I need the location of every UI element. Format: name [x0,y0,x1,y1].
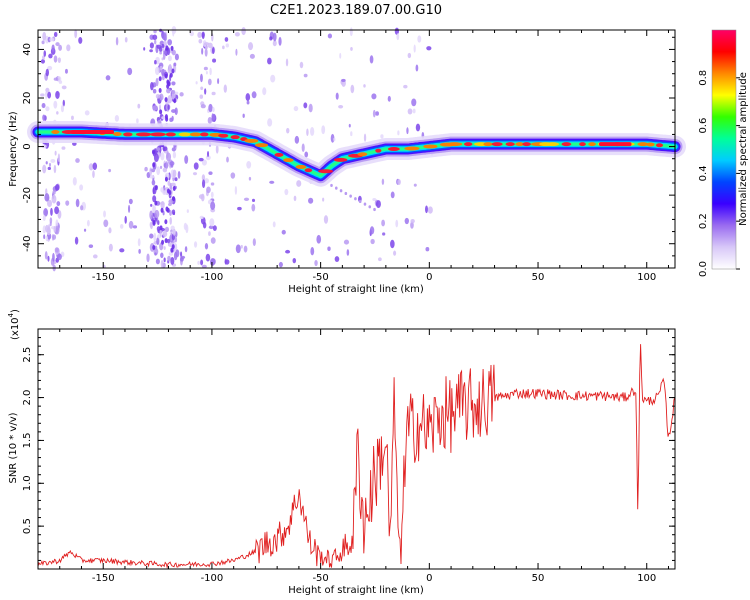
colorbar: 0.0 0.2 0.4 0.6 0.8 Normalized spectral ampl… [698,29,749,277]
snr-y-tick-label: 2.0 [22,390,33,406]
colorbar-label: Normalized spectral amplitude [738,72,749,226]
colorbar-tick-label: 0.6 [698,118,709,134]
figure-title: C2E1.2023.189.07.00.G10 [270,3,442,18]
svg-text:(x104): (x104) [7,309,21,340]
colorbar-tick-label: 0.2 [698,213,709,229]
snr-multiplier-exp: 4 [7,312,15,317]
snr-x-tick-label: -150 [92,573,115,584]
snr-x-tick-label: 0 [426,573,432,584]
snr-x-axis-label: Height of straight line (km) [288,585,424,596]
colorbar-tick-label: 0.4 [698,165,709,181]
snr-y-axis-label: SNR (10 * v/v) [8,412,19,483]
spectrogram-y-axis-label: Frequency (Hz) [8,111,19,187]
colorbar-ticks: 0.0 0.2 0.4 0.6 0.8 [698,29,740,277]
spectrogram-x-axis-label: Height of straight line (km) [288,284,424,295]
colorbar-tick-label: 0.8 [698,70,709,86]
colorbar-gradient [712,30,736,269]
snr-x-tick-label: 50 [532,573,545,584]
snr-x-tick-label: 100 [637,573,656,584]
snr-y-tick-label: 2.5 [22,347,33,363]
spectrogram-y-tick-label: 20 [22,92,33,105]
spectrogram-y-tick-label: 0 [22,143,33,149]
spectrogram-x-tick-label: 50 [532,272,545,283]
spectrogram-frame [37,29,676,269]
spectrogram-axes: -150 -100 -50 0 50 100 -40 -20 0 20 40 [22,30,675,283]
snr-multiplier: (x104) [7,309,21,340]
snr-y-tick-label: 1.5 [22,432,33,448]
spectrogram-y-tick-label: -20 [22,187,33,203]
spectrogram-y-tick-label: -40 [22,236,33,252]
snr-multiplier-base: (x10 [10,317,21,340]
spectrogram-x-tick-label: -50 [312,272,328,283]
snr-panel: -150 -100 -50 0 50 100 0.5 1.0 1.5 2.0 2.5 Height … [7,309,676,596]
snr-series-line [37,344,676,569]
snr-x-tick-label: -100 [201,573,224,584]
spectrogram-y-tick-label: 40 [22,43,33,56]
spectrogram-ridge [27,121,686,187]
spectrogram-x-tick-label: 100 [637,272,656,283]
snr-x-tick-label: -50 [312,573,328,584]
snr-y-tick-label: 1.0 [22,475,33,491]
spectrogram-x-tick-label: -150 [92,272,115,283]
snr-y-tick-label: 0.5 [22,518,33,534]
spectrogram-x-tick-label: -100 [201,272,224,283]
colorbar-tick-label: 0.0 [698,261,709,277]
spectrogram-panel: -150 -100 -50 0 50 100 -40 -20 0 20 40 Height of s… [8,26,686,295]
snr-axes: -150 -100 -50 0 50 100 0.5 1.0 1.5 2.0 2.5 [22,329,675,584]
spectrogram-x-tick-label: 0 [426,272,432,283]
